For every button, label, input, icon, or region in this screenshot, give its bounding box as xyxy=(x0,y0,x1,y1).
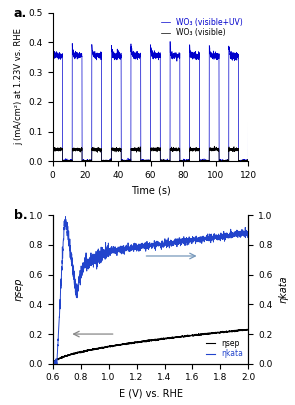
ηsep xyxy=(241,328,245,333)
WO₃ (visible+UV) xyxy=(119,53,122,58)
Line: ηkata: ηkata xyxy=(53,217,248,364)
ηsep xyxy=(241,328,244,333)
X-axis label: E (V) vs. RHE: E (V) vs. RHE xyxy=(119,388,183,398)
ηsep xyxy=(247,327,250,332)
WO₃ (visible+UV) xyxy=(51,40,55,45)
ηkata xyxy=(241,228,245,232)
Y-axis label: j (mA/cm²) at 1.23V vs. RHE: j (mA/cm²) at 1.23V vs. RHE xyxy=(14,28,23,145)
WO₃ (visible+UV) xyxy=(214,53,218,58)
WO₃ (visible) xyxy=(123,159,127,164)
ηsep xyxy=(61,354,64,359)
Y-axis label: ηkata: ηkata xyxy=(278,276,288,303)
WO₃ (visible) xyxy=(212,144,216,149)
Y-axis label: ηsep: ηsep xyxy=(13,278,23,301)
WO₃ (visible+UV) xyxy=(68,159,71,164)
ηsep xyxy=(141,339,145,343)
WO₃ (visible) xyxy=(193,148,196,153)
ηkata xyxy=(64,214,67,219)
WO₃ (visible+UV) xyxy=(247,38,250,43)
ηkata xyxy=(51,361,55,366)
WO₃ (visible) xyxy=(247,147,250,152)
ηsep xyxy=(146,338,150,343)
ηsep xyxy=(205,331,209,336)
WO₃ (visible) xyxy=(119,147,122,151)
Line: ηsep: ηsep xyxy=(53,329,248,364)
ηkata xyxy=(241,229,245,234)
Legend: ηsep, ηkata: ηsep, ηkata xyxy=(204,337,245,360)
Line: WO₃ (visible): WO₃ (visible) xyxy=(53,146,248,162)
WO₃ (visible) xyxy=(61,160,64,164)
WO₃ (visible+UV) xyxy=(62,160,65,165)
ηkata xyxy=(141,245,145,249)
WO₃ (visible+UV) xyxy=(193,53,196,58)
ηsep xyxy=(51,361,55,366)
Line: WO₃ (visible+UV): WO₃ (visible+UV) xyxy=(53,41,248,163)
WO₃ (visible) xyxy=(68,159,71,164)
Text: b.: b. xyxy=(14,209,27,222)
ηkata xyxy=(146,243,150,248)
WO₃ (visible) xyxy=(214,145,218,150)
WO₃ (visible) xyxy=(51,147,55,152)
WO₃ (visible+UV) xyxy=(190,53,194,58)
X-axis label: Time (s): Time (s) xyxy=(131,185,171,196)
WO₃ (visible+UV) xyxy=(123,159,127,164)
Legend: WO₃ (visible+UV), WO₃ (visible): WO₃ (visible+UV), WO₃ (visible) xyxy=(160,17,245,39)
ηkata xyxy=(247,230,250,235)
ηkata xyxy=(61,256,64,261)
ηkata xyxy=(205,238,209,243)
WO₃ (visible) xyxy=(190,147,194,152)
ηsep xyxy=(247,327,250,332)
Text: a.: a. xyxy=(14,6,27,20)
